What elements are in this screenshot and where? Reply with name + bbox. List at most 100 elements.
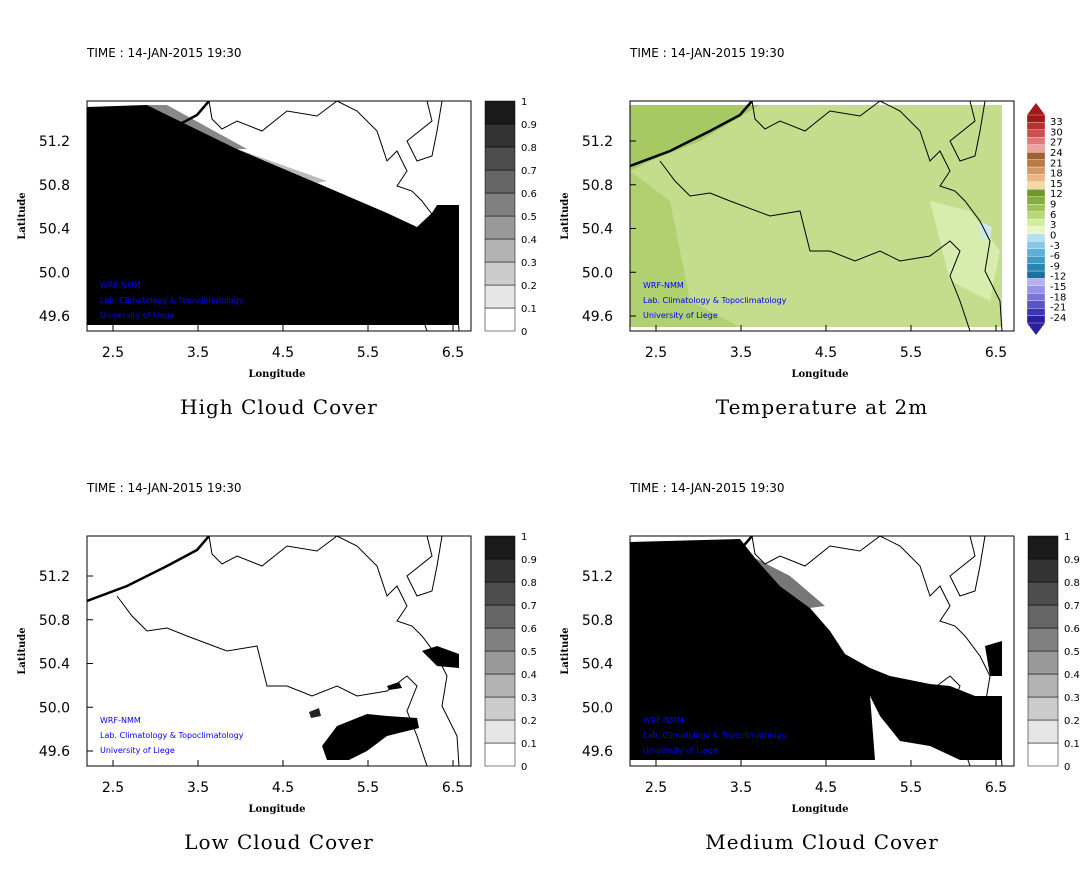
colorbar-swatch: [1026, 315, 1046, 324]
y-axis-label: Latitude: [17, 627, 28, 674]
y-tick-label: 50.4: [39, 222, 70, 238]
panel-title: Low Cloud Cover: [184, 830, 374, 854]
colorbar-label: 0: [521, 327, 527, 338]
colorbar-label: 0.9: [1064, 555, 1080, 566]
cloud-region: [322, 714, 419, 760]
colorbar-swatch: [484, 719, 516, 744]
colorbar-label: 0.1: [1064, 739, 1080, 750]
colorbar-swatch: [484, 284, 516, 309]
colorbar-swatch: [484, 627, 516, 652]
colorbar-label: 0: [521, 762, 527, 773]
y-tick-label: 49.6: [582, 309, 613, 325]
colorbar-swatch: [484, 192, 516, 217]
colorbar-label: 1: [521, 97, 527, 108]
y-tick-label: 49.6: [39, 744, 70, 760]
colorbar-label: 0.4: [521, 235, 537, 246]
colorbar-label: 24: [1050, 148, 1063, 159]
y-tick-label: 51.2: [39, 569, 70, 585]
time-label: TIME : 14-JAN-2015 19:30: [629, 46, 785, 60]
colorbar-swatch: [1027, 627, 1059, 652]
colorbar-label: 0.3: [521, 258, 537, 269]
panel-title: Temperature at 2m: [716, 395, 928, 419]
colorbar-label: -12: [1050, 272, 1066, 283]
x-tick-label: 6.5: [442, 345, 464, 361]
field: [630, 101, 1003, 331]
x-tick-label: 4.5: [272, 780, 294, 796]
colorbar-swatch: [1026, 218, 1046, 227]
colorbar-label: 6: [1050, 210, 1056, 221]
credit-text: WRF-NMM: [643, 281, 684, 290]
colorbar-label: 0.6: [1064, 624, 1080, 635]
colorbar-swatch: [484, 696, 516, 721]
credit-text: WRF-NMM: [643, 716, 684, 725]
border-nl: [208, 101, 338, 132]
colorbar-swatch: [1026, 248, 1046, 257]
colorbar-label: 0.5: [521, 647, 537, 658]
panel-title: High Cloud Cover: [180, 395, 378, 419]
cloud-region: [755, 558, 825, 608]
colorbar-label: 0.6: [521, 624, 537, 635]
colorbar-label: 15: [1050, 179, 1063, 190]
colorbar-swatch: [1027, 650, 1059, 675]
colorbar-swatch: [1026, 278, 1046, 287]
x-tick-label: 2.5: [102, 345, 124, 361]
colorbar-swatch: [1026, 255, 1046, 264]
colorbar-label: 18: [1050, 169, 1063, 180]
colorbar: 0 0.1 0.2 0.3 0.4 0.5 0.6 0.7 0.8 0.9 1: [484, 532, 537, 773]
colorbar-swatch: [1026, 189, 1046, 197]
colorbar-swatch: [1026, 151, 1046, 160]
cloud-region: [237, 149, 327, 183]
credit-text: University of Liege: [100, 746, 175, 755]
coastline: [87, 101, 210, 168]
colorbar-swatch: [484, 535, 516, 560]
colorbar-label: 0.2: [521, 716, 537, 727]
colorbar-swatch: [1027, 696, 1059, 721]
plot-frame: [629, 100, 1015, 332]
border-nl: [208, 536, 338, 567]
y-tick-label: 49.6: [39, 309, 70, 325]
colorbar-swatch: [1027, 742, 1059, 767]
border-fr: [116, 595, 428, 766]
colorbar-swatch: [1026, 122, 1046, 131]
colorbar-swatch: [1026, 285, 1046, 294]
cloud-region: [87, 105, 459, 325]
colorbar: 0 0.1 0.2 0.3 0.4 0.5 0.6 0.7 0.8 0.9 1: [1027, 532, 1080, 773]
colorbar-label: -15: [1050, 282, 1066, 293]
colorbar-swatch: [1027, 719, 1059, 744]
coastline: [630, 101, 753, 168]
border-de: [879, 536, 1003, 766]
colorbar-swatch: [1026, 114, 1046, 123]
x-tick-label: 4.5: [272, 345, 294, 361]
colorbar-swatch: [484, 650, 516, 675]
colorbar-label: 33: [1050, 117, 1063, 128]
colorbar-label: 0.7: [521, 601, 537, 612]
y-tick-label: 50.4: [582, 657, 613, 673]
border-nl-east: [949, 101, 986, 162]
colorbar-swatch: [1026, 211, 1046, 220]
border-nl-east: [406, 101, 443, 162]
y-axis-label: Latitude: [560, 192, 571, 239]
y-tick-label: 51.2: [39, 134, 70, 150]
x-tick-label: 5.5: [900, 780, 922, 796]
plot-frame: [86, 100, 472, 332]
colorbar-label: 0.9: [521, 555, 537, 566]
colorbar-label: 0.5: [1064, 647, 1080, 658]
x-axis-label: Longitude: [248, 804, 305, 815]
colorbar-swatch: [484, 604, 516, 629]
colorbar-label: 30: [1050, 127, 1063, 138]
colorbar-swatch: [1026, 263, 1046, 272]
colorbar-swatch: [484, 215, 516, 240]
plot-frame: [86, 535, 472, 767]
plot-frame: [629, 535, 1015, 767]
colorbar: 0 0.1 0.2 0.3 0.4 0.5 0.6 0.7 0.8 0.9 1: [484, 97, 537, 338]
x-axis-label: Longitude: [791, 369, 848, 380]
x-tick-label: 5.5: [900, 345, 922, 361]
colorbar-swatch: [1026, 166, 1046, 175]
panel-title: Medium Cloud Cover: [705, 830, 939, 854]
x-tick-label: 3.5: [187, 780, 209, 796]
time-label: TIME : 14-JAN-2015 19:30: [86, 481, 242, 495]
y-tick-label: 50.4: [582, 222, 613, 238]
warm-region: [630, 171, 740, 327]
